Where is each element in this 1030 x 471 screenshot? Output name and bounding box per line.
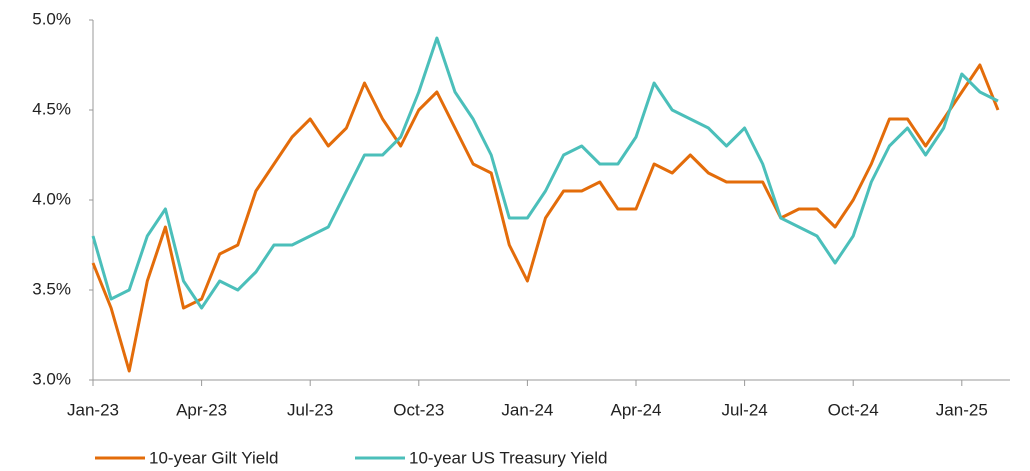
x-tick-label: Jan-23 <box>67 400 119 419</box>
y-tick-label: 4.5% <box>32 99 71 118</box>
x-tick-label: Apr-24 <box>610 400 661 419</box>
y-tick-label: 3.5% <box>32 279 71 298</box>
x-tick-label: Jul-24 <box>721 400 767 419</box>
legend-label: 10-year Gilt Yield <box>149 448 278 467</box>
x-tick-label: Oct-24 <box>828 400 879 419</box>
series-line <box>91 63 1000 373</box>
x-tick-label: Apr-23 <box>176 400 227 419</box>
x-tick-label: Jan-25 <box>936 400 988 419</box>
x-tick-label: Jul-23 <box>287 400 333 419</box>
y-tick-label: 3.0% <box>32 369 71 388</box>
x-tick-label: Jan-24 <box>501 400 553 419</box>
y-tick-label: 5.0% <box>32 9 71 28</box>
x-tick-label: Oct-23 <box>393 400 444 419</box>
legend-label: 10-year US Treasury Yield <box>409 448 607 467</box>
series-line <box>91 36 999 310</box>
y-tick-label: 4.0% <box>32 189 71 208</box>
